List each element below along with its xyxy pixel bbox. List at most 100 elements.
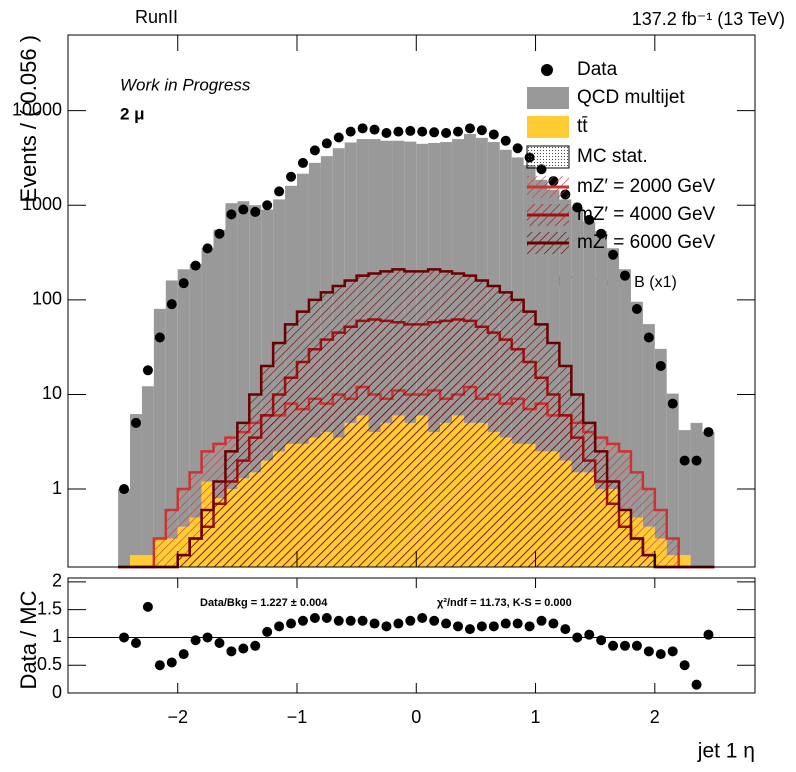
- y-tick-label: 0: [52, 682, 62, 702]
- data-point: [202, 243, 213, 254]
- bar: [630, 301, 643, 518]
- data-point: [417, 126, 428, 137]
- ratio-point: [274, 621, 285, 632]
- bar: [261, 209, 274, 461]
- data-point: [500, 135, 511, 146]
- bar: [237, 201, 250, 479]
- data-point: [572, 202, 583, 213]
- data-point: [667, 398, 678, 409]
- data-point: [178, 278, 189, 289]
- x-tick-label: −1: [287, 707, 308, 727]
- bar: [702, 432, 715, 567]
- data-point: [130, 417, 141, 428]
- bar: [583, 221, 596, 473]
- data-point: [166, 299, 177, 310]
- legend-label: tt̄: [577, 116, 588, 137]
- ratio-point: [297, 615, 308, 626]
- data-point: [262, 200, 273, 211]
- ratio-point: [488, 621, 499, 632]
- ratio-point: [381, 621, 392, 632]
- data-point: [464, 123, 475, 134]
- data-point: [238, 204, 249, 215]
- ratio-point: [190, 635, 201, 646]
- legend-label: mZ′ = 6000 GeV: [577, 232, 716, 253]
- bar: [141, 555, 154, 567]
- legend-marker: [541, 64, 553, 76]
- data-point: [321, 138, 332, 149]
- bar: [535, 179, 548, 452]
- bar: [595, 231, 608, 490]
- ratio-point: [596, 635, 607, 646]
- ratio-point: [345, 615, 356, 626]
- data-point: [691, 455, 702, 466]
- x-tick-label: −2: [167, 707, 188, 727]
- y-tick-label: 10: [42, 383, 62, 403]
- data-point: [381, 128, 392, 139]
- bar: [285, 185, 297, 444]
- ratio-point: [417, 613, 428, 623]
- bar: [678, 430, 691, 556]
- ratio-point: [238, 643, 249, 654]
- legend-label: mZ′ = 4000 GeV: [577, 204, 716, 225]
- ratio-point: [202, 632, 213, 643]
- x-tick-label: 0: [411, 707, 421, 727]
- bar: [153, 308, 166, 539]
- data-point: [405, 125, 416, 136]
- y-tick-label: 1000: [22, 194, 62, 214]
- ratio-point: [667, 646, 678, 657]
- ratio-point: [333, 615, 344, 626]
- bar: [177, 269, 190, 527]
- legend-swatch: [527, 116, 569, 138]
- y-tick-label: 1.5: [37, 598, 62, 618]
- ratio-point: [429, 615, 440, 626]
- bar: [118, 489, 131, 567]
- bar: [297, 173, 309, 444]
- bar: [642, 324, 655, 527]
- data-point: [476, 125, 487, 136]
- ratio-point: [142, 601, 153, 612]
- ratio-point: [703, 629, 714, 640]
- data-point: [703, 427, 714, 438]
- bar: [165, 280, 178, 539]
- data-point: [643, 332, 654, 343]
- data-point: [608, 249, 619, 260]
- legend-label: MC stat.: [577, 146, 648, 167]
- bar: [523, 165, 536, 444]
- data-point: [226, 209, 237, 220]
- ratio-point: [560, 624, 571, 635]
- data-point: [297, 157, 308, 168]
- data-point: [679, 455, 690, 466]
- ratio-point: [512, 618, 523, 629]
- bar: [607, 248, 620, 490]
- bar: [225, 203, 238, 490]
- data-point: [345, 126, 356, 137]
- lumi-label: 137.2 fb⁻¹ (13 TeV): [632, 9, 785, 29]
- x-tick-label: 1: [531, 707, 541, 727]
- y-axis-title: Data / MC: [16, 590, 41, 689]
- annotation: Work in Progress: [120, 75, 251, 94]
- signal-line: [118, 268, 715, 569]
- ratio-point: [393, 618, 404, 629]
- data-point: [357, 123, 368, 134]
- bar: [678, 555, 691, 567]
- data-point: [119, 484, 130, 495]
- ratio-point: [357, 615, 368, 626]
- data-point: [655, 360, 666, 371]
- data-point: [286, 171, 297, 182]
- ratio-point: [548, 618, 559, 629]
- data-point: [441, 128, 452, 139]
- y-axis-title: Events / ( 0.056 ): [16, 35, 41, 203]
- ratio-point: [166, 657, 177, 668]
- ratio-point: [619, 640, 630, 651]
- data-point: [512, 143, 523, 154]
- data-point: [619, 270, 630, 281]
- ratio-point: [405, 615, 416, 626]
- data-point: [309, 145, 320, 156]
- data-point: [274, 186, 285, 197]
- ratio-point: [453, 621, 464, 632]
- data-point: [584, 214, 595, 225]
- data-point: [453, 126, 464, 137]
- bar: [559, 199, 572, 461]
